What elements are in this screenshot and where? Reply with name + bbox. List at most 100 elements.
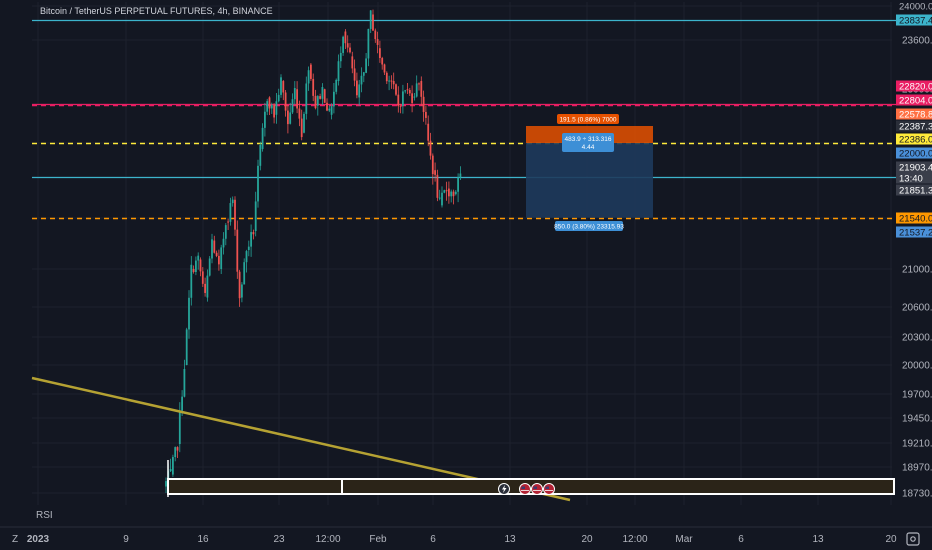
candle-body [411,93,413,104]
target-label-text: 850.0 (3.80%) 23315.93 [554,223,624,230]
candle-body [413,96,416,98]
candle-body [201,271,204,284]
candle-body [441,192,443,206]
candle-body [457,177,459,192]
corner-icons[interactable]: Z [12,532,920,546]
candle-body [367,28,370,59]
candle-body [229,203,232,222]
candle-body [303,113,305,133]
price-badge-bg [896,172,932,184]
candle-body [195,260,197,273]
flag-canton [533,486,537,489]
price-badge-text: 22820.0 [899,81,932,92]
price-tick-label: 21000.0 [902,265,932,276]
lightning-icon-glyph [502,485,507,493]
us-flag-icon[interactable] [519,483,531,495]
settings-gear-icon[interactable] [906,532,920,546]
candle-body [434,170,436,175]
candle-body [418,83,420,85]
candle-body [291,99,294,113]
candle-body [264,111,266,128]
candle-body [316,96,319,106]
price-badge: 22578.8 [896,108,932,120]
candle-body [330,106,333,115]
candle-body [280,77,282,95]
candle-body [429,140,432,156]
price-badge: 21851.3 [896,184,932,196]
candle-body [289,112,292,124]
price-tick-label: 19700.0 [902,390,932,401]
time-tick-label: Mar [675,534,693,545]
candle-body [250,232,252,247]
candle-body [399,105,402,107]
candle-body [259,144,262,166]
candle-body [215,252,218,256]
candle-body [422,96,425,112]
candle-body [199,259,202,272]
candle-body [319,96,321,99]
candle-body [254,201,257,232]
candle-body [197,255,200,261]
candle-body [206,275,209,298]
candle-body [408,90,411,94]
time-tick-label: 16 [197,534,209,545]
candle-body [268,97,271,109]
candle-body [342,36,344,53]
position-tool[interactable]: 191.5 (0.86%) 7000 850.0 (3.80%) 23315.93… [526,114,653,231]
candle-body [296,89,298,109]
us-flag-icon[interactable] [543,483,555,495]
price-badge: 24000.0 [896,0,932,12]
candle-body [178,410,181,444]
us-flag-icon[interactable] [531,483,543,495]
time-axis[interactable]: 2023 9 16 23 12:00 Feb 6 13 20 12:00 Mar 6 13 20 [0,526,932,545]
time-tick-label: 6 [430,534,436,545]
time-tick-label: 9 [123,534,129,545]
candle-body [328,108,331,111]
price-badge: 13:40 [896,172,932,184]
candle-body [234,199,236,230]
candle-body [238,271,241,299]
candle-body [247,246,250,251]
candle-body [204,283,206,293]
candle-body [323,89,326,103]
candle-body [220,247,223,269]
price-badge-bg [896,226,932,238]
candle-body [261,127,264,150]
candle-body [333,91,335,107]
rsi-label: RSI [36,510,53,521]
candle-body [190,264,193,298]
candle-body [257,165,259,202]
price-badge-text: 22386.0 [899,134,932,145]
candle-body [310,64,312,79]
candle-body [376,39,379,45]
time-tick-label: 12:00 [622,534,647,545]
candle-body [339,52,342,62]
take-profit-zone[interactable] [526,143,653,218]
candle-body [165,481,167,487]
horizontal-levels[interactable] [32,19,896,220]
time-tick-label: 23 [273,534,285,545]
price-badge-text: 13:40 [899,173,923,184]
candle-body [213,240,216,253]
candle-body [406,89,409,91]
candle-body [404,90,407,92]
price-badge-text: 22387.3 [899,121,932,132]
candle-body [227,221,229,223]
price-badge-bg [896,133,932,145]
price-badge-bg [896,80,932,92]
candle-body [275,101,278,115]
price-tick-label: 18730.0 [902,489,932,500]
lightning-icon[interactable] [498,483,510,495]
candle-body [392,81,395,85]
zoom-icon[interactable]: Z [12,534,18,545]
candle-body [385,72,388,82]
price-badge: 22000.0 [896,147,932,159]
price-badge: 22387.3 [896,120,932,132]
price-badge-text: 22000.0 [899,148,932,159]
target-label-bg [555,221,623,231]
price-tick-label: 19210.0 [902,439,932,450]
candle-body [369,10,372,29]
candle-body [284,92,287,111]
